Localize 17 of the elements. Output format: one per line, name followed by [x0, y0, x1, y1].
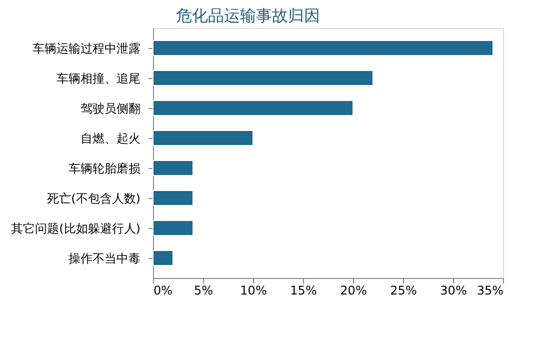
x-tick-label: 0% — [154, 284, 173, 298]
y-tick-label: 死亡(不包含人数) — [47, 192, 140, 206]
x-tick-label: 10% — [240, 284, 267, 298]
y-tick-label: 车辆轮胎磨损 — [68, 162, 140, 176]
x-tick-label: 20% — [340, 284, 367, 298]
y-tick-label: 其它问题(比如躲避行人) — [11, 222, 140, 236]
y-tick-label: 自燃、起火 — [80, 132, 140, 146]
x-tick-label: 25% — [390, 284, 417, 298]
y-tick-label: 操作不当中毒 — [68, 252, 140, 266]
y-tick-label: 车辆运输过程中泄露 — [32, 42, 140, 56]
y-tick-label: 车辆相撞、追尾 — [56, 72, 140, 86]
y-tick-label: 驾驶员侧翻 — [80, 102, 140, 116]
x-tick-label: 35% — [476, 284, 504, 298]
x-tick-label: 15% — [290, 284, 317, 298]
x-tick-label: 30% — [440, 284, 467, 298]
x-tick-label: 5% — [194, 284, 214, 298]
chart-title: 危化品运输事故归因 — [176, 6, 320, 25]
